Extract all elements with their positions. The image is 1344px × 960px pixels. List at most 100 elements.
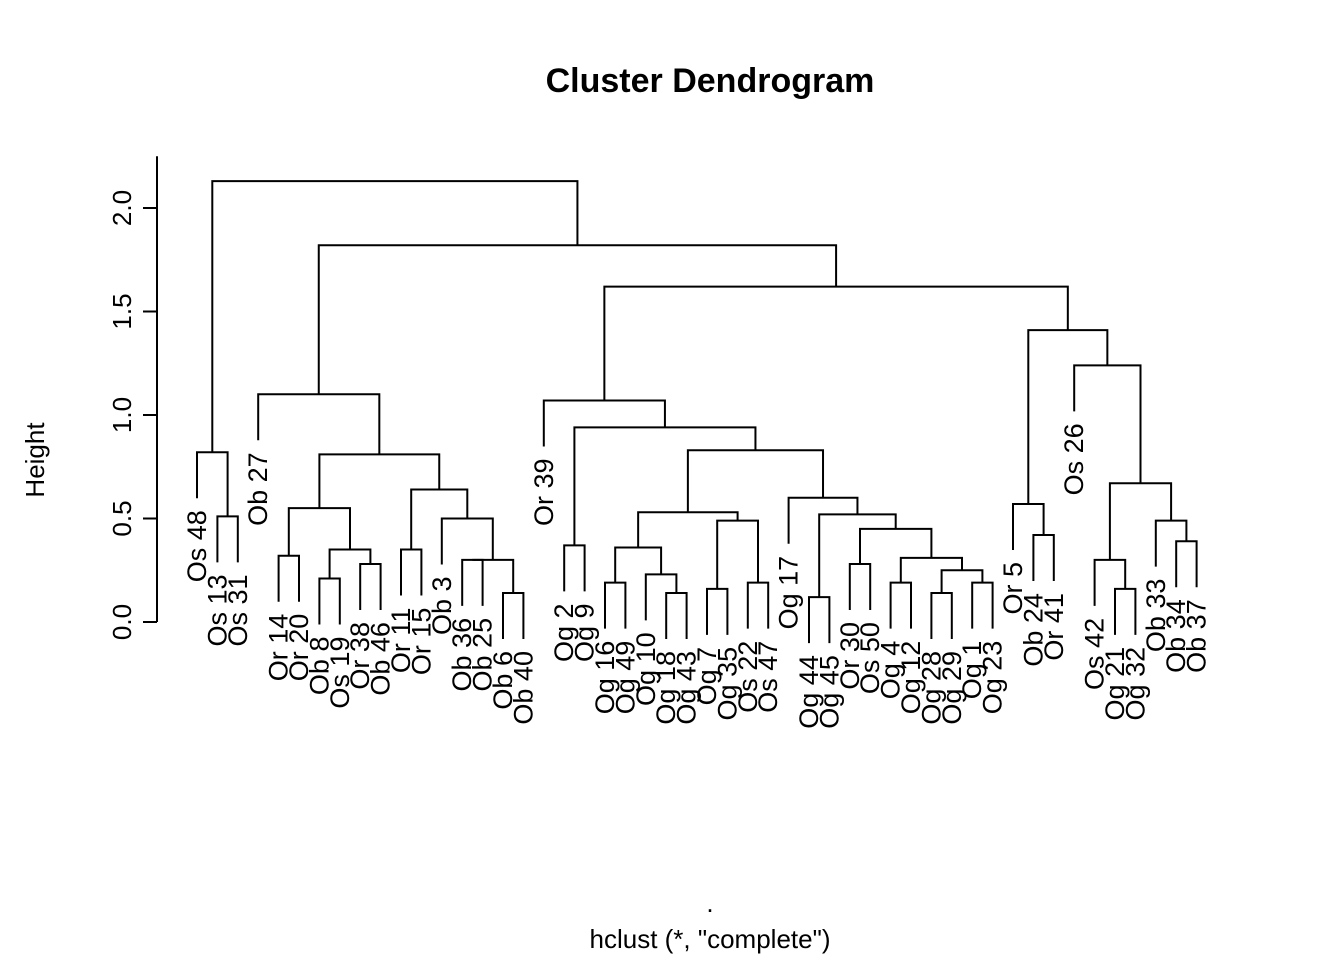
leaf-label: Og 49 (610, 641, 640, 715)
dendrogram-branch (746, 581, 770, 629)
leaf-label: Ob 27 (243, 452, 273, 526)
leaf-label: Or 20 (284, 614, 314, 682)
leaf-label: Og 7 (692, 647, 722, 706)
dendrogram-branch (573, 426, 757, 546)
dendrogram-branch (604, 581, 627, 629)
dendrogram-branch (940, 569, 984, 594)
leaf-label: Og 29 (937, 651, 967, 725)
leaf-label: Os 31 (223, 574, 253, 646)
leaf-label: Og 2 (549, 603, 579, 662)
dendrogram-branch (686, 449, 825, 513)
leaf-label: Og 18 (651, 651, 681, 725)
dendrogram-branch (461, 558, 484, 606)
leaf-label: Or 41 (1039, 593, 1069, 661)
dendrogram-branch (665, 592, 688, 640)
dendrogram-branch (196, 451, 229, 517)
dendrogram-branch (706, 587, 729, 635)
leaf-label: Ob 36 (447, 618, 477, 692)
dendrogram-branch (818, 513, 897, 598)
leaf-label: Os 48 (182, 510, 212, 582)
dendrogram-branch (277, 554, 300, 602)
leaf-label: Ob 37 (1182, 599, 1212, 673)
dendrogram-branch (971, 581, 994, 629)
dendrogram-branch (563, 544, 586, 592)
dendrogram-branch (603, 285, 1069, 401)
leaf-label: Og 16 (590, 641, 620, 715)
leaf-label: Ob 6 (488, 651, 518, 710)
leaf-label: Og 32 (1120, 647, 1150, 721)
dendrogram-branch (1108, 482, 1173, 560)
y-tick-label: 0.5 (107, 500, 137, 536)
dendrogram-branch (1154, 519, 1188, 567)
leaf-label: Os 22 (733, 641, 763, 713)
leaf-label: Og 21 (1100, 647, 1130, 721)
dendrogram-branch (787, 496, 859, 544)
leaf-label: Or 15 (406, 608, 436, 676)
leaf-label: Or 14 (264, 614, 294, 682)
dendrogram-branch (637, 511, 739, 548)
dendrogram-branch (889, 581, 912, 629)
leaf-label: Ob 33 (1141, 579, 1171, 653)
leaf-label: Og 45 (814, 655, 844, 729)
dendrogram-tree (196, 180, 1198, 644)
leaf-label: Og 35 (712, 647, 742, 721)
dendrogram-branch (1093, 558, 1127, 606)
leaf-label: Os 50 (855, 622, 885, 694)
leaf-label: Og 44 (794, 655, 824, 729)
leaf-label: Os 26 (1059, 423, 1089, 495)
dendrogram-branch (257, 393, 381, 455)
leaf-label: Og 4 (876, 641, 906, 700)
dendrogram-branch (472, 558, 515, 594)
leaf-label: Os 42 (1080, 618, 1110, 690)
dendrogram-branch (1012, 503, 1045, 551)
dendrogram-branch (440, 517, 494, 565)
y-tick-label: 1.5 (107, 293, 137, 329)
y-axis: 0.0 0.5 1.0 1.5 2.0 (107, 156, 158, 640)
leaf-label: Or 39 (529, 459, 559, 527)
dendrogram-branch (216, 515, 239, 563)
leaf-label: Ob 25 (468, 618, 498, 692)
dendrogram-branch (808, 596, 831, 644)
dendrogram-branch (211, 180, 579, 453)
chart-title: Cluster Dendrogram (546, 62, 875, 100)
dendrogram-branch (930, 592, 953, 640)
leaf-label: Os 47 (753, 641, 783, 713)
y-tick-label: 2.0 (107, 190, 137, 226)
dendrogram-branch (716, 519, 759, 589)
dendrogram-branch (614, 546, 663, 583)
dendrogram-branch (542, 399, 666, 447)
leaf-label: Og 9 (570, 603, 600, 662)
leaf-label: Ob 46 (366, 622, 396, 696)
dendrogram-branch (502, 592, 525, 640)
dendrogram-branch (1032, 534, 1055, 582)
dendrogram-branch (318, 453, 441, 509)
leaf-label: Or 11 (386, 608, 416, 674)
leaf-label: Og 23 (978, 641, 1008, 715)
y-axis-label: Height (20, 422, 50, 498)
leaf-label: Or 38 (345, 622, 375, 690)
dendrogram-branch (1114, 587, 1137, 635)
leaf-label: Og 43 (672, 651, 702, 725)
leaf-label: Ob 24 (1018, 593, 1048, 667)
dendrogram-branch (848, 563, 872, 611)
x-axis-sublabel: . (706, 888, 713, 918)
leaf-label: Ob 40 (508, 651, 538, 725)
x-axis-label: hclust (*, "complete") (590, 924, 831, 954)
leaf-label: Ob 3 (427, 577, 457, 636)
leaf-label: Ob 34 (1161, 599, 1191, 673)
leaf-label: Og 12 (896, 641, 926, 715)
dendrogram-branch (359, 563, 382, 611)
y-tick-label: 1.0 (107, 397, 137, 433)
dendrogram-branch (1175, 540, 1198, 588)
leaf-label: Or 5 (998, 562, 1028, 615)
leaf-label: Os 13 (202, 574, 232, 646)
dendrogram-branch (317, 244, 838, 395)
leaf-label: Og 10 (631, 632, 661, 706)
leaf-label: Or 30 (835, 622, 865, 690)
leaf-label: Os 19 (325, 637, 355, 709)
dendrogram-branch (410, 488, 469, 550)
leaf-label: Og 28 (916, 651, 946, 725)
dendrogram-branch (318, 577, 341, 625)
